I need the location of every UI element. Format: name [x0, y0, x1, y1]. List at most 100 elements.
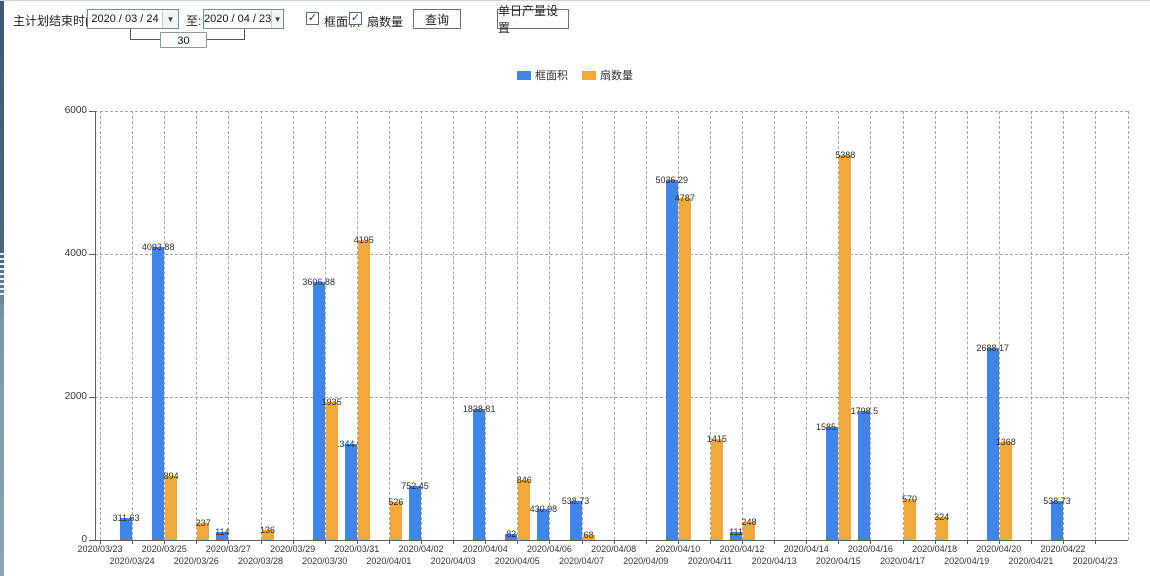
x-axis-tick [453, 540, 455, 544]
bar-frame-area [409, 486, 421, 540]
bar-sash-count [197, 523, 210, 540]
bar-frame-area [312, 282, 325, 540]
x-axis-date-label: 2020/04/08 [591, 544, 637, 554]
x-axis-date-label: 2020/04/16 [847, 544, 893, 554]
x-axis-tick [1030, 540, 1032, 544]
x-gridline [164, 111, 166, 540]
x-axis-date-label: 2020/03/30 [302, 556, 348, 566]
bar-sash-count [839, 154, 852, 540]
x-axis-line [95, 540, 1129, 541]
x-axis-tick [260, 540, 262, 544]
bar-frame-area [216, 531, 229, 540]
bar-value-label: 752.45 [401, 481, 429, 492]
bar-sash-count [357, 240, 370, 540]
query-button[interactable]: 查询 [413, 9, 461, 29]
x-axis-date-label: 2020/04/07 [558, 556, 605, 566]
bar-value-label: 1585.96 [816, 421, 849, 432]
bar-frame-area [537, 509, 550, 540]
x-axis-date-label: 2020/04/02 [398, 544, 444, 554]
x-axis-date-label: 2020/03/26 [173, 556, 219, 566]
x-gridline [806, 111, 808, 540]
bar-sash-count [743, 522, 755, 540]
left-splitter-handle[interactable] [0, 1, 4, 576]
date-from-dropdown-icon[interactable]: ▼ [162, 10, 178, 28]
x-gridline [774, 111, 776, 540]
x-axis-date-label: 2020/04/05 [494, 556, 540, 566]
sash-count-checkbox-label[interactable]: 扇数量 [367, 15, 404, 29]
bar-sash-count [935, 516, 948, 540]
x-axis-tick [902, 540, 904, 544]
x-axis-tick [806, 540, 808, 544]
x-axis-date-label: 2020/03/27 [205, 544, 251, 554]
x-gridline [549, 111, 551, 540]
x-axis-tick [677, 540, 679, 544]
x-axis-tick [549, 540, 551, 544]
x-axis-tick [581, 540, 583, 544]
x-axis-date-label: 2020/04/19 [944, 556, 990, 566]
x-axis-tick [1063, 540, 1064, 544]
date-from-picker[interactable]: 2020 / 03 / 24 ▼ [87, 9, 179, 29]
bar-frame-area [986, 347, 999, 540]
x-axis-date-label: 2020/04/09 [623, 556, 669, 566]
bar-value-label: 430.98 [529, 504, 558, 515]
x-gridline [485, 111, 487, 540]
bar-value-label: 114 [215, 526, 230, 537]
x-gridline [838, 111, 840, 540]
chart-legend: 框面积 扇数量 [0, 67, 1150, 83]
x-gridline [902, 111, 904, 540]
x-axis-tick [774, 540, 776, 544]
bar-value-label: 136 [259, 525, 276, 536]
bar-value-label: 311.63 [112, 512, 140, 523]
bar-frame-area [569, 501, 582, 540]
y-axis-tick [89, 397, 95, 398]
bar-frame-area [730, 532, 742, 540]
x-axis-date-label: 2020/04/21 [1008, 556, 1054, 566]
toolbar: 主计划结束时间: 2020 / 03 / 24 ▼ 至: 2020 / 04 /… [0, 1, 1150, 56]
date-to-picker[interactable]: 2020 / 04 / 23 ▼ [203, 9, 284, 29]
x-axis-date-label: 2020/03/23 [77, 544, 123, 554]
x-gridline [677, 111, 679, 540]
bar-value-label: 1368 [995, 437, 1016, 448]
to-label: 至: [186, 14, 202, 28]
sash-count-checkbox[interactable]: ✓ [349, 12, 362, 25]
bar-sash-count [999, 442, 1012, 540]
x-axis-date-label: 2020/04/06 [526, 544, 572, 554]
x-axis-date-label: 2020/03/24 [109, 556, 155, 566]
bar-value-label: 324 [934, 511, 950, 522]
x-gridline [388, 111, 390, 540]
x-gridline [453, 111, 455, 540]
x-axis-date-label: 2020/04/01 [366, 556, 412, 566]
legend-label: 框面积 [535, 70, 568, 82]
x-gridline [228, 111, 230, 540]
bar-value-label: 538.73 [561, 496, 590, 507]
frame-area-checkbox[interactable]: ✓ [306, 12, 319, 25]
interval-days-input[interactable]: 30 [160, 32, 207, 48]
date-to-dropdown-icon[interactable]: ▼ [271, 10, 283, 28]
x-axis-tick [356, 540, 358, 544]
x-gridline [709, 111, 711, 540]
y-axis-tick [89, 111, 95, 112]
x-axis-date-label: 2020/04/13 [751, 556, 797, 566]
splitter-grip-icon [0, 253, 4, 297]
x-axis-date-label: 2020/04/18 [912, 544, 958, 554]
bar-sash-count [582, 535, 595, 540]
x-axis-tick [100, 540, 101, 544]
x-gridline [645, 111, 647, 540]
y-gridline [95, 397, 1129, 398]
bar-value-label: 3606.88 [302, 277, 335, 288]
date-to-value: 2020 / 04 / 23 [204, 13, 272, 25]
x-axis-tick [998, 540, 1000, 544]
x-gridline [324, 111, 326, 540]
x-axis-tick [421, 540, 422, 544]
x-axis-tick [164, 540, 166, 544]
x-gridline [1128, 111, 1130, 540]
bar-sash-count [678, 197, 691, 540]
x-axis-tick [324, 540, 326, 544]
bar-value-label: 1415 [706, 433, 727, 444]
y-axis-label: 0 [81, 534, 87, 545]
x-axis-tick [1095, 540, 1097, 544]
legend-item-sash-count: 扇数量 [582, 67, 633, 83]
x-axis-tick [228, 540, 230, 544]
x-axis-tick [709, 540, 711, 544]
